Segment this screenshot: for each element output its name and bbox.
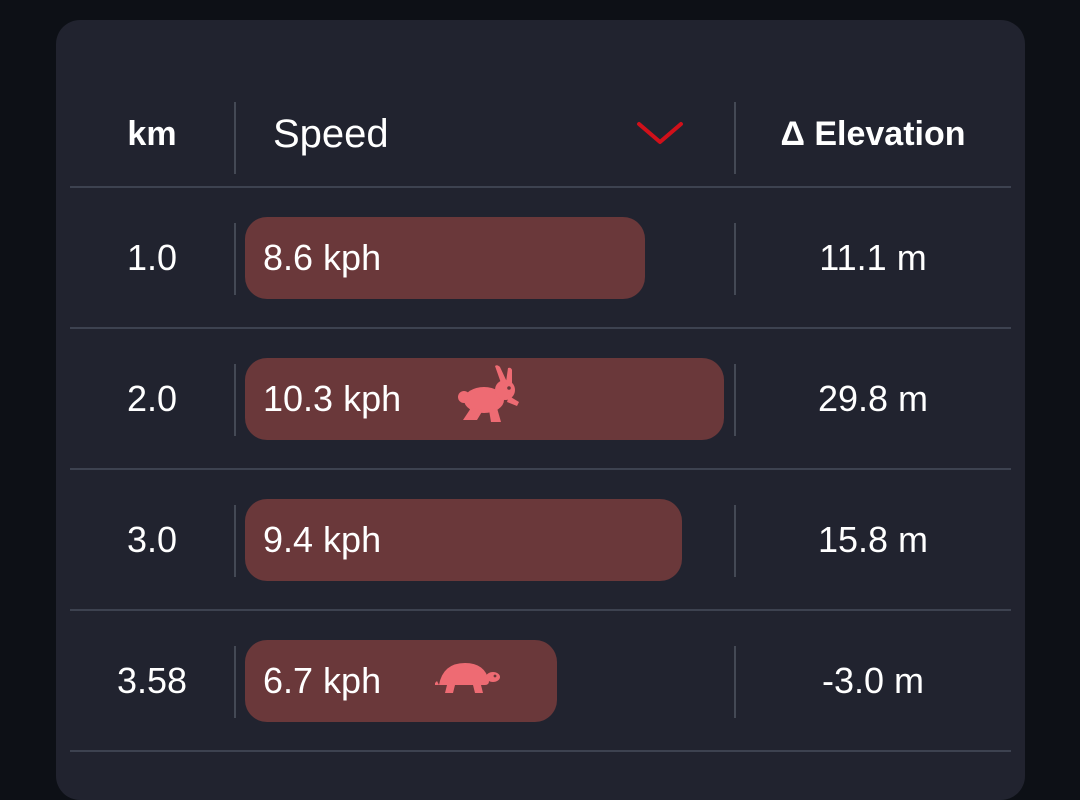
elevation-value: 11.1 m xyxy=(819,237,927,278)
table-header: km Speed Δ Elevation xyxy=(70,80,1011,188)
chevron-down-icon[interactable] xyxy=(635,118,685,148)
column-header-elevation[interactable]: Δ Elevation xyxy=(780,114,966,153)
split-km: 2.0 xyxy=(126,378,178,419)
column-divider xyxy=(734,364,736,436)
row-divider xyxy=(70,609,1011,611)
column-divider xyxy=(234,102,236,174)
speed-bar: 9.4 kph xyxy=(245,499,682,581)
table-row: 1.0 8.6 kph 11.1 m xyxy=(70,188,1011,328)
column-divider xyxy=(734,646,736,718)
elevation-value: 15.8 m xyxy=(817,519,929,560)
row-divider xyxy=(70,186,1011,188)
column-divider xyxy=(234,505,236,577)
row-divider xyxy=(70,750,1011,752)
row-divider xyxy=(70,327,1011,329)
row-divider xyxy=(70,468,1011,470)
elevation-value: -3.0 m xyxy=(821,660,925,701)
speed-bar: 8.6 kph xyxy=(245,217,645,299)
column-divider xyxy=(734,102,736,174)
speed-value: 9.4 kph xyxy=(263,519,382,560)
elevation-value: 29.8 m xyxy=(817,378,929,419)
column-header-km: km xyxy=(127,114,177,153)
split-km: 1.0 xyxy=(126,237,178,278)
column-divider xyxy=(734,505,736,577)
speed-value: 10.3 kph xyxy=(263,378,402,419)
table-row: 2.0 10.3 kph xyxy=(70,329,1011,469)
column-divider xyxy=(234,646,236,718)
table-row: 3.0 9.4 kph 15.8 m xyxy=(70,470,1011,610)
column-divider xyxy=(234,364,236,436)
column-header-speed[interactable]: Speed xyxy=(273,111,389,156)
speed-value: 6.7 kph xyxy=(263,660,382,701)
rabbit-icon xyxy=(457,364,525,435)
column-divider xyxy=(734,223,736,295)
speed-bar: 6.7 kph xyxy=(245,640,557,722)
speed-bar: 10.3 kph xyxy=(245,358,724,440)
turtle-icon xyxy=(433,659,501,704)
column-divider xyxy=(234,223,236,295)
split-km: 3.0 xyxy=(126,519,178,560)
table-row: 3.58 6.7 kph -3.0 m xyxy=(70,611,1011,751)
speed-value: 8.6 kph xyxy=(263,237,382,278)
splits-card: km Speed Δ Elevation 1.0 8.6 kph 11.1 m … xyxy=(56,20,1025,800)
split-km: 3.58 xyxy=(116,660,188,701)
